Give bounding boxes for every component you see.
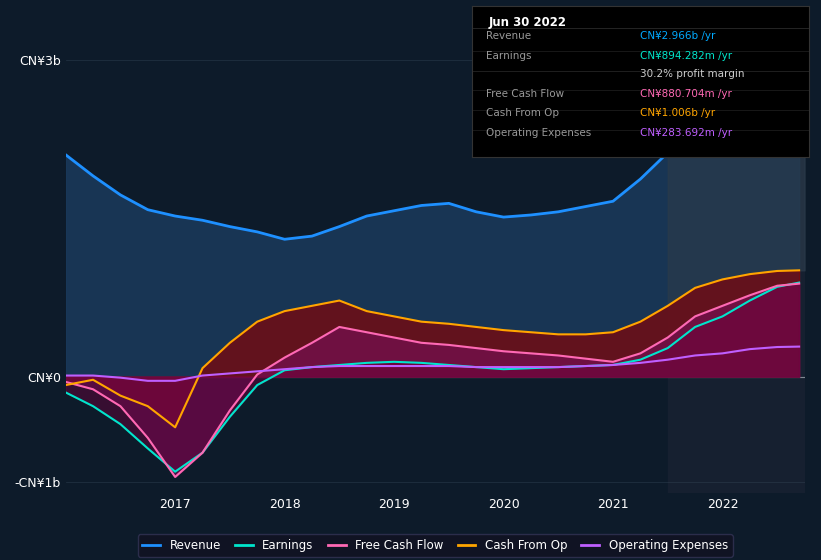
Text: Jun 30 2022: Jun 30 2022: [489, 16, 567, 29]
Text: CN¥880.704m /yr: CN¥880.704m /yr: [640, 88, 732, 99]
Text: CN¥894.282m /yr: CN¥894.282m /yr: [640, 51, 732, 61]
Text: Earnings: Earnings: [485, 51, 531, 61]
Text: Free Cash Flow: Free Cash Flow: [485, 88, 564, 99]
Text: 30.2% profit margin: 30.2% profit margin: [640, 69, 745, 79]
Text: Operating Expenses: Operating Expenses: [485, 128, 591, 138]
Text: Cash From Op: Cash From Op: [485, 109, 558, 118]
Text: CN¥283.692m /yr: CN¥283.692m /yr: [640, 128, 732, 138]
Legend: Revenue, Earnings, Free Cash Flow, Cash From Op, Operating Expenses: Revenue, Earnings, Free Cash Flow, Cash …: [138, 534, 732, 557]
Text: CN¥1.006b /yr: CN¥1.006b /yr: [640, 109, 716, 118]
Bar: [667, 28, 805, 493]
Text: CN¥2.966b /yr: CN¥2.966b /yr: [640, 31, 716, 41]
Text: Revenue: Revenue: [485, 31, 530, 41]
